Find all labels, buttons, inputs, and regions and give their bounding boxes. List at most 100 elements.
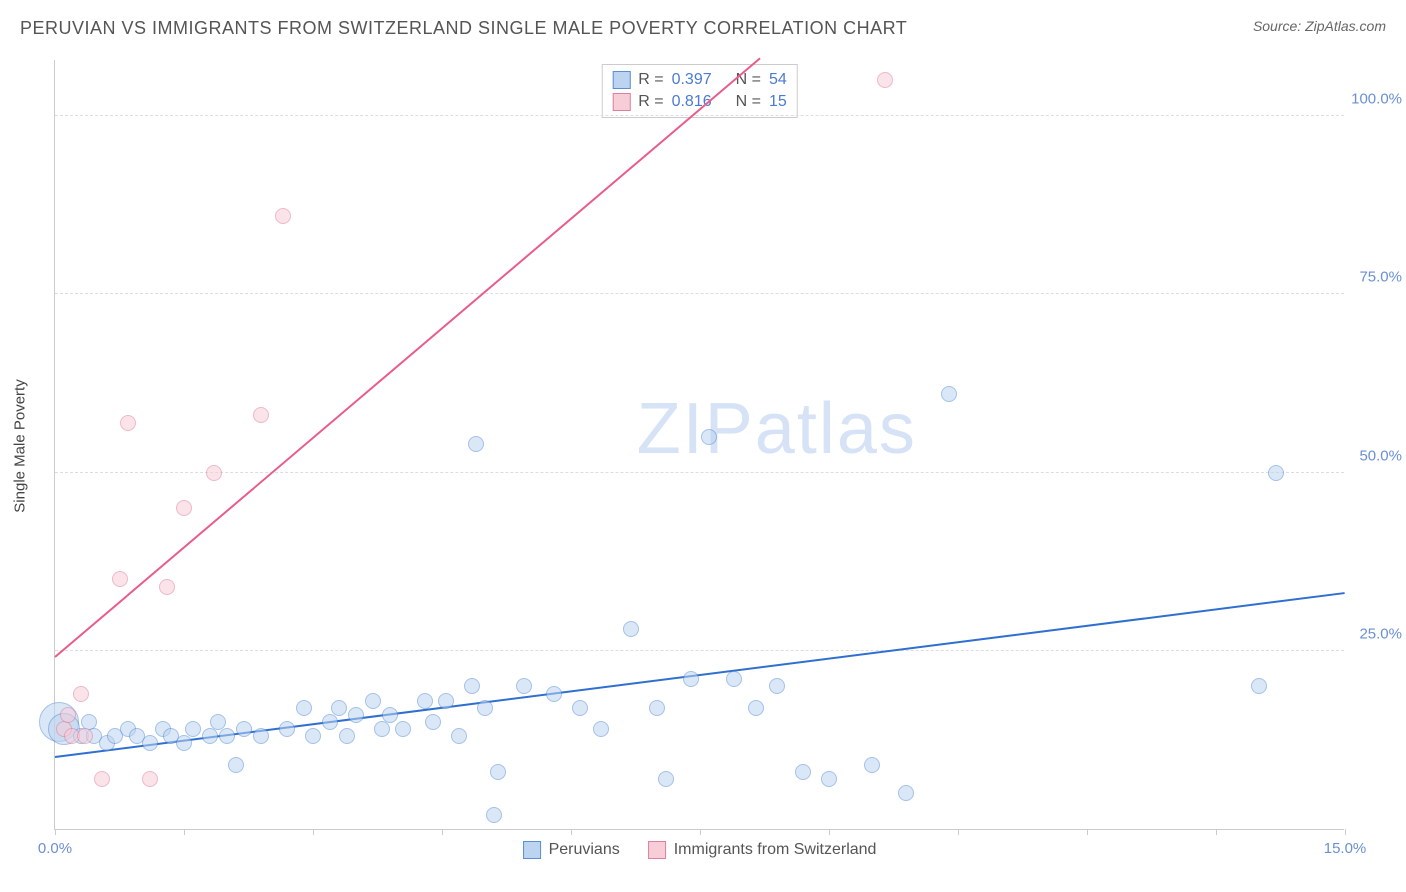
data-point — [275, 208, 291, 224]
data-point — [331, 700, 347, 716]
y-tick-label: 50.0% — [1359, 447, 1402, 464]
x-tick — [55, 829, 56, 835]
data-point — [516, 678, 532, 694]
data-point — [120, 415, 136, 431]
data-point — [726, 671, 742, 687]
n-value-swiss: 15 — [769, 93, 787, 111]
x-tick — [442, 829, 443, 835]
scatter-chart: ZIPatlas R = 0.397 N = 54 R = 0.816 N = … — [54, 60, 1344, 830]
data-point — [142, 771, 158, 787]
data-point — [683, 671, 699, 687]
data-point — [228, 757, 244, 773]
data-point — [94, 771, 110, 787]
data-point — [185, 721, 201, 737]
data-point — [623, 621, 639, 637]
data-point — [451, 728, 467, 744]
data-point — [176, 500, 192, 516]
data-point — [202, 728, 218, 744]
data-point — [112, 571, 128, 587]
data-point — [417, 693, 433, 709]
data-point — [365, 693, 381, 709]
data-point — [438, 693, 454, 709]
data-point — [77, 728, 93, 744]
watermark: ZIPatlas — [637, 388, 917, 470]
data-point — [477, 700, 493, 716]
stats-row-peruvians: R = 0.397 N = 54 — [612, 69, 787, 91]
swatch-peruvians — [523, 841, 541, 859]
x-tick — [829, 829, 830, 835]
x-tick — [1087, 829, 1088, 835]
x-tick — [1345, 829, 1346, 835]
x-tick — [571, 829, 572, 835]
trendline — [54, 57, 760, 657]
gridline — [55, 650, 1344, 651]
x-tick — [1216, 829, 1217, 835]
swatch-swiss — [648, 841, 666, 859]
legend-item-peruvians: Peruvians — [523, 841, 620, 859]
data-point — [374, 721, 390, 737]
gridline — [55, 293, 1344, 294]
data-point — [490, 764, 506, 780]
legend-label-peruvians: Peruvians — [549, 841, 620, 859]
data-point — [877, 72, 893, 88]
data-point — [486, 807, 502, 823]
gridline — [55, 472, 1344, 473]
data-point — [658, 771, 674, 787]
r-value-peruvians: 0.397 — [672, 71, 712, 89]
data-point — [395, 721, 411, 737]
data-point — [464, 678, 480, 694]
data-point — [253, 728, 269, 744]
chart-title: PERUVIAN VS IMMIGRANTS FROM SWITZERLAND … — [20, 18, 907, 39]
data-point — [1251, 678, 1267, 694]
data-point — [159, 579, 175, 595]
swatch-peruvians — [612, 71, 630, 89]
gridline — [55, 115, 1344, 116]
swatch-swiss — [612, 93, 630, 111]
x-tick-label: 0.0% — [38, 840, 72, 857]
data-point — [206, 465, 222, 481]
data-point — [236, 721, 252, 737]
r-label: R = — [638, 93, 663, 111]
data-point — [425, 714, 441, 730]
source-attribution: Source: ZipAtlas.com — [1253, 18, 1386, 34]
y-tick-label: 75.0% — [1359, 269, 1402, 286]
r-label: R = — [638, 71, 663, 89]
data-point — [649, 700, 665, 716]
data-point — [1268, 465, 1284, 481]
data-point — [769, 678, 785, 694]
data-point — [253, 407, 269, 423]
data-point — [305, 728, 321, 744]
data-point — [701, 429, 717, 445]
data-point — [864, 757, 880, 773]
data-point — [348, 707, 364, 723]
data-point — [296, 700, 312, 716]
x-tick — [700, 829, 701, 835]
data-point — [322, 714, 338, 730]
data-point — [382, 707, 398, 723]
data-point — [279, 721, 295, 737]
x-tick — [313, 829, 314, 835]
data-point — [546, 686, 562, 702]
bottom-legend: Peruvians Immigrants from Switzerland — [523, 841, 877, 859]
data-point — [941, 386, 957, 402]
data-point — [60, 707, 76, 723]
y-tick-label: 25.0% — [1359, 625, 1402, 642]
x-tick — [958, 829, 959, 835]
n-value-peruvians: 54 — [769, 71, 787, 89]
data-point — [73, 686, 89, 702]
chart-header: PERUVIAN VS IMMIGRANTS FROM SWITZERLAND … — [0, 0, 1406, 39]
data-point — [219, 728, 235, 744]
data-point — [748, 700, 764, 716]
data-point — [176, 735, 192, 751]
data-point — [821, 771, 837, 787]
x-tick — [184, 829, 185, 835]
data-point — [898, 785, 914, 801]
data-point — [572, 700, 588, 716]
y-axis-title: Single Male Poverty — [12, 379, 29, 512]
data-point — [339, 728, 355, 744]
data-point — [142, 735, 158, 751]
data-point — [795, 764, 811, 780]
y-tick-label: 100.0% — [1351, 91, 1402, 108]
legend-label-swiss: Immigrants from Switzerland — [674, 841, 877, 859]
x-tick-label: 15.0% — [1324, 840, 1367, 857]
